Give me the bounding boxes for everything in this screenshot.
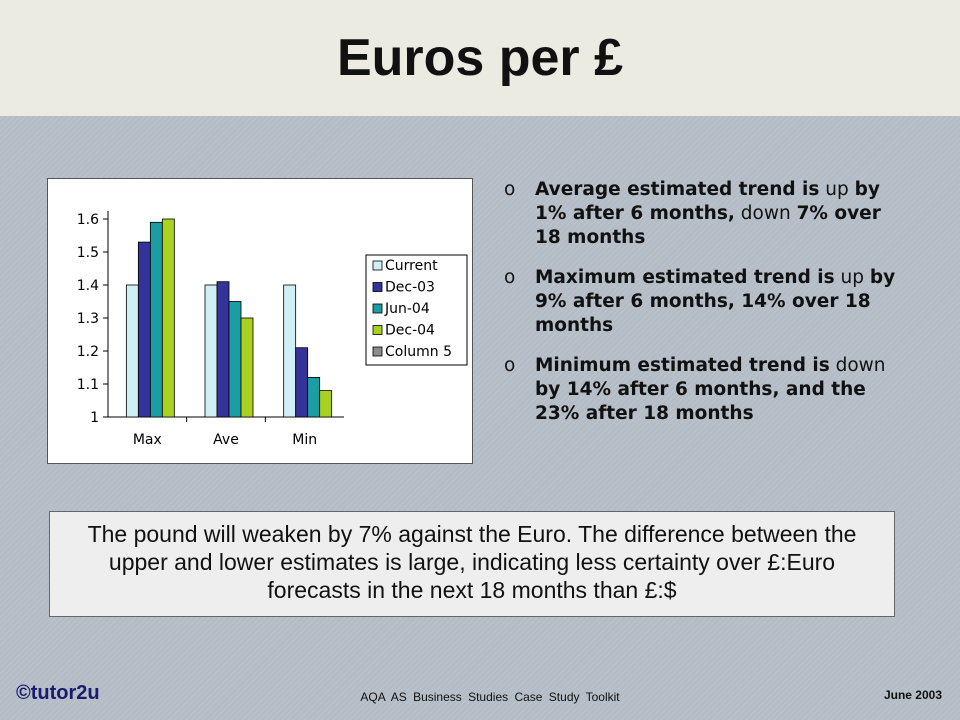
bar-chart: 1 1.1 1.2 1.3 1.4 1.5 1.6 Max Ave Min Current Dec-0… [77,211,468,448]
bullet-item: o Minimum estimated trend is down by 14% … [500,354,910,426]
bullet-text: Minimum estimated trend is [535,355,830,376]
chart-frame: 1 1.1 1.2 1.3 1.4 1.5 1.6 Max Ave Min Current Dec-0… [47,178,473,464]
bullet-text: up [834,267,870,288]
bar-current [283,284,297,418]
bar-jun-04 [149,221,163,418]
y-tick-label: 1 [90,410,99,426]
summary-box: The pound will weaken by 7% against the … [49,511,895,617]
x-tick-label: Max [133,432,162,448]
bullet-text: Maximum estimated trend is [535,267,835,288]
bullet-marker: o [504,179,516,200]
bar-dec-04 [319,390,333,418]
bullet-text: by 9% after 6 months, 14% over 18 months [535,267,896,336]
bullet-text: 7% over 18 months [535,203,881,248]
bullet-text: Average estimated trend is [535,179,820,200]
legend-label: Column 5 [385,344,452,360]
legend-swatch [372,282,383,292]
footer-date: June 2003 [883,688,942,702]
y-tick-label: 1.3 [77,311,99,327]
bar-dec-04 [161,218,175,418]
bullet-text: down [734,203,797,224]
x-tick-label: Min [292,432,317,448]
footer-toolkit: AQA AS Business Studies Case Study Toolk… [360,690,620,704]
page-title: Euros per £ [336,29,624,87]
y-tick-label: 1.5 [77,245,99,261]
x-tick-label: Ave [213,432,239,448]
bullet-text: up [819,179,855,200]
bullet-marker: o [504,355,516,376]
bullet-text: by 14% after 6 months, and the 23% after… [535,379,866,424]
title-bar: Euros per £ [0,0,960,116]
bar-jun-04 [228,301,242,418]
bar-current [204,284,218,418]
bullet-marker: o [504,267,516,288]
legend-label: Dec-03 [385,280,435,296]
legend-label: Dec-04 [385,323,435,339]
y-tick-label: 1.4 [77,278,99,294]
legend-swatch [372,346,383,357]
bar-dec-04 [240,317,254,418]
y-tick-label: 1.1 [77,377,99,393]
bullet-item: o Average estimated trend is up by 1% aft… [500,178,910,250]
bar-dec-03 [216,281,230,418]
legend-swatch [372,260,383,271]
legend-swatch [372,325,383,335]
bar-dec-03 [295,347,309,418]
brand-logo: ©tutor2u [16,682,100,704]
legend-label: Current [385,258,438,274]
bullet-item: o Maximum estimated trend is up by 9% aft… [500,266,910,338]
bar-dec-03 [137,241,151,418]
legend [365,254,468,366]
bullet-text: by 1% after 6 months, [535,179,880,224]
bullet-text: down [829,355,886,376]
legend-label: Jun-04 [384,301,430,317]
bar-jun-04 [307,376,321,418]
legend-swatch [372,303,383,314]
y-tick-label: 1.6 [77,212,99,228]
y-tick-label: 1.2 [77,344,99,360]
bullet-list: o Average estimated trend is up by 1% aft… [500,178,910,442]
bar-current [125,284,139,418]
